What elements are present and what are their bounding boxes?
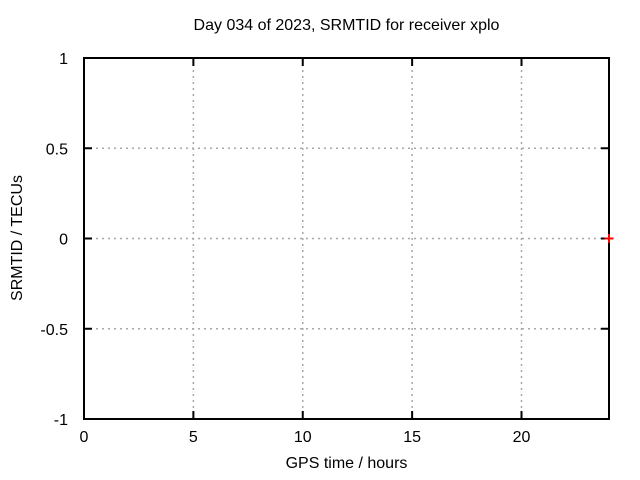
y-tick-label: -0.5 xyxy=(40,322,68,339)
x-tick-label: 10 xyxy=(294,429,312,446)
y-tick-label: -1 xyxy=(54,412,68,429)
y-tick-label: 0.5 xyxy=(46,141,68,158)
x-tick-label: 5 xyxy=(189,429,198,446)
y-tick-label: 0 xyxy=(59,232,68,249)
chart-title: Day 034 of 2023, SRMTID for receiver xpl… xyxy=(193,17,500,34)
x-tick-label: 0 xyxy=(80,429,89,446)
x-tick-label: 20 xyxy=(513,429,531,446)
y-tick-label: 1 xyxy=(59,51,68,68)
x-axis-label: GPS time / hours xyxy=(285,455,408,472)
x-tick-label: 15 xyxy=(403,429,421,446)
